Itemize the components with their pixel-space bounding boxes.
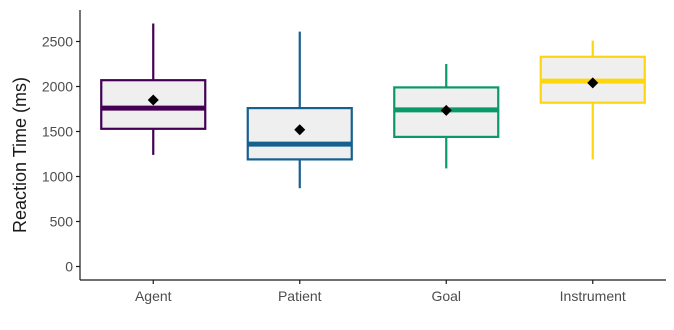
y-axis: 0 500 1000 1500 2000 2500 [42,10,81,280]
y-tick-label: 500 [50,214,74,230]
y-tick-label: 2500 [42,34,73,50]
mean-marker [440,104,452,116]
y-tick-label: 1000 [42,169,73,185]
box-patient [246,31,353,189]
x-axis: Agent Patient Goal Instrument [80,279,666,304]
box-series [100,23,646,189]
mean-marker [147,94,159,106]
x-tick-label: Patient [278,288,322,304]
x-tick-label: Agent [135,288,172,304]
box-goal [393,64,500,169]
y-tick-label: 1500 [42,124,73,140]
mean-marker [587,77,599,89]
x-tick-label: Goal [431,288,461,304]
box-instrument [539,40,646,160]
mean-marker [294,124,306,136]
x-tick-label: Instrument [560,288,626,304]
y-tick-label: 2000 [42,79,73,95]
y-tick-label: 0 [65,259,73,275]
y-axis-title: Reaction Time (ms) [10,77,30,233]
box-agent [100,23,207,155]
